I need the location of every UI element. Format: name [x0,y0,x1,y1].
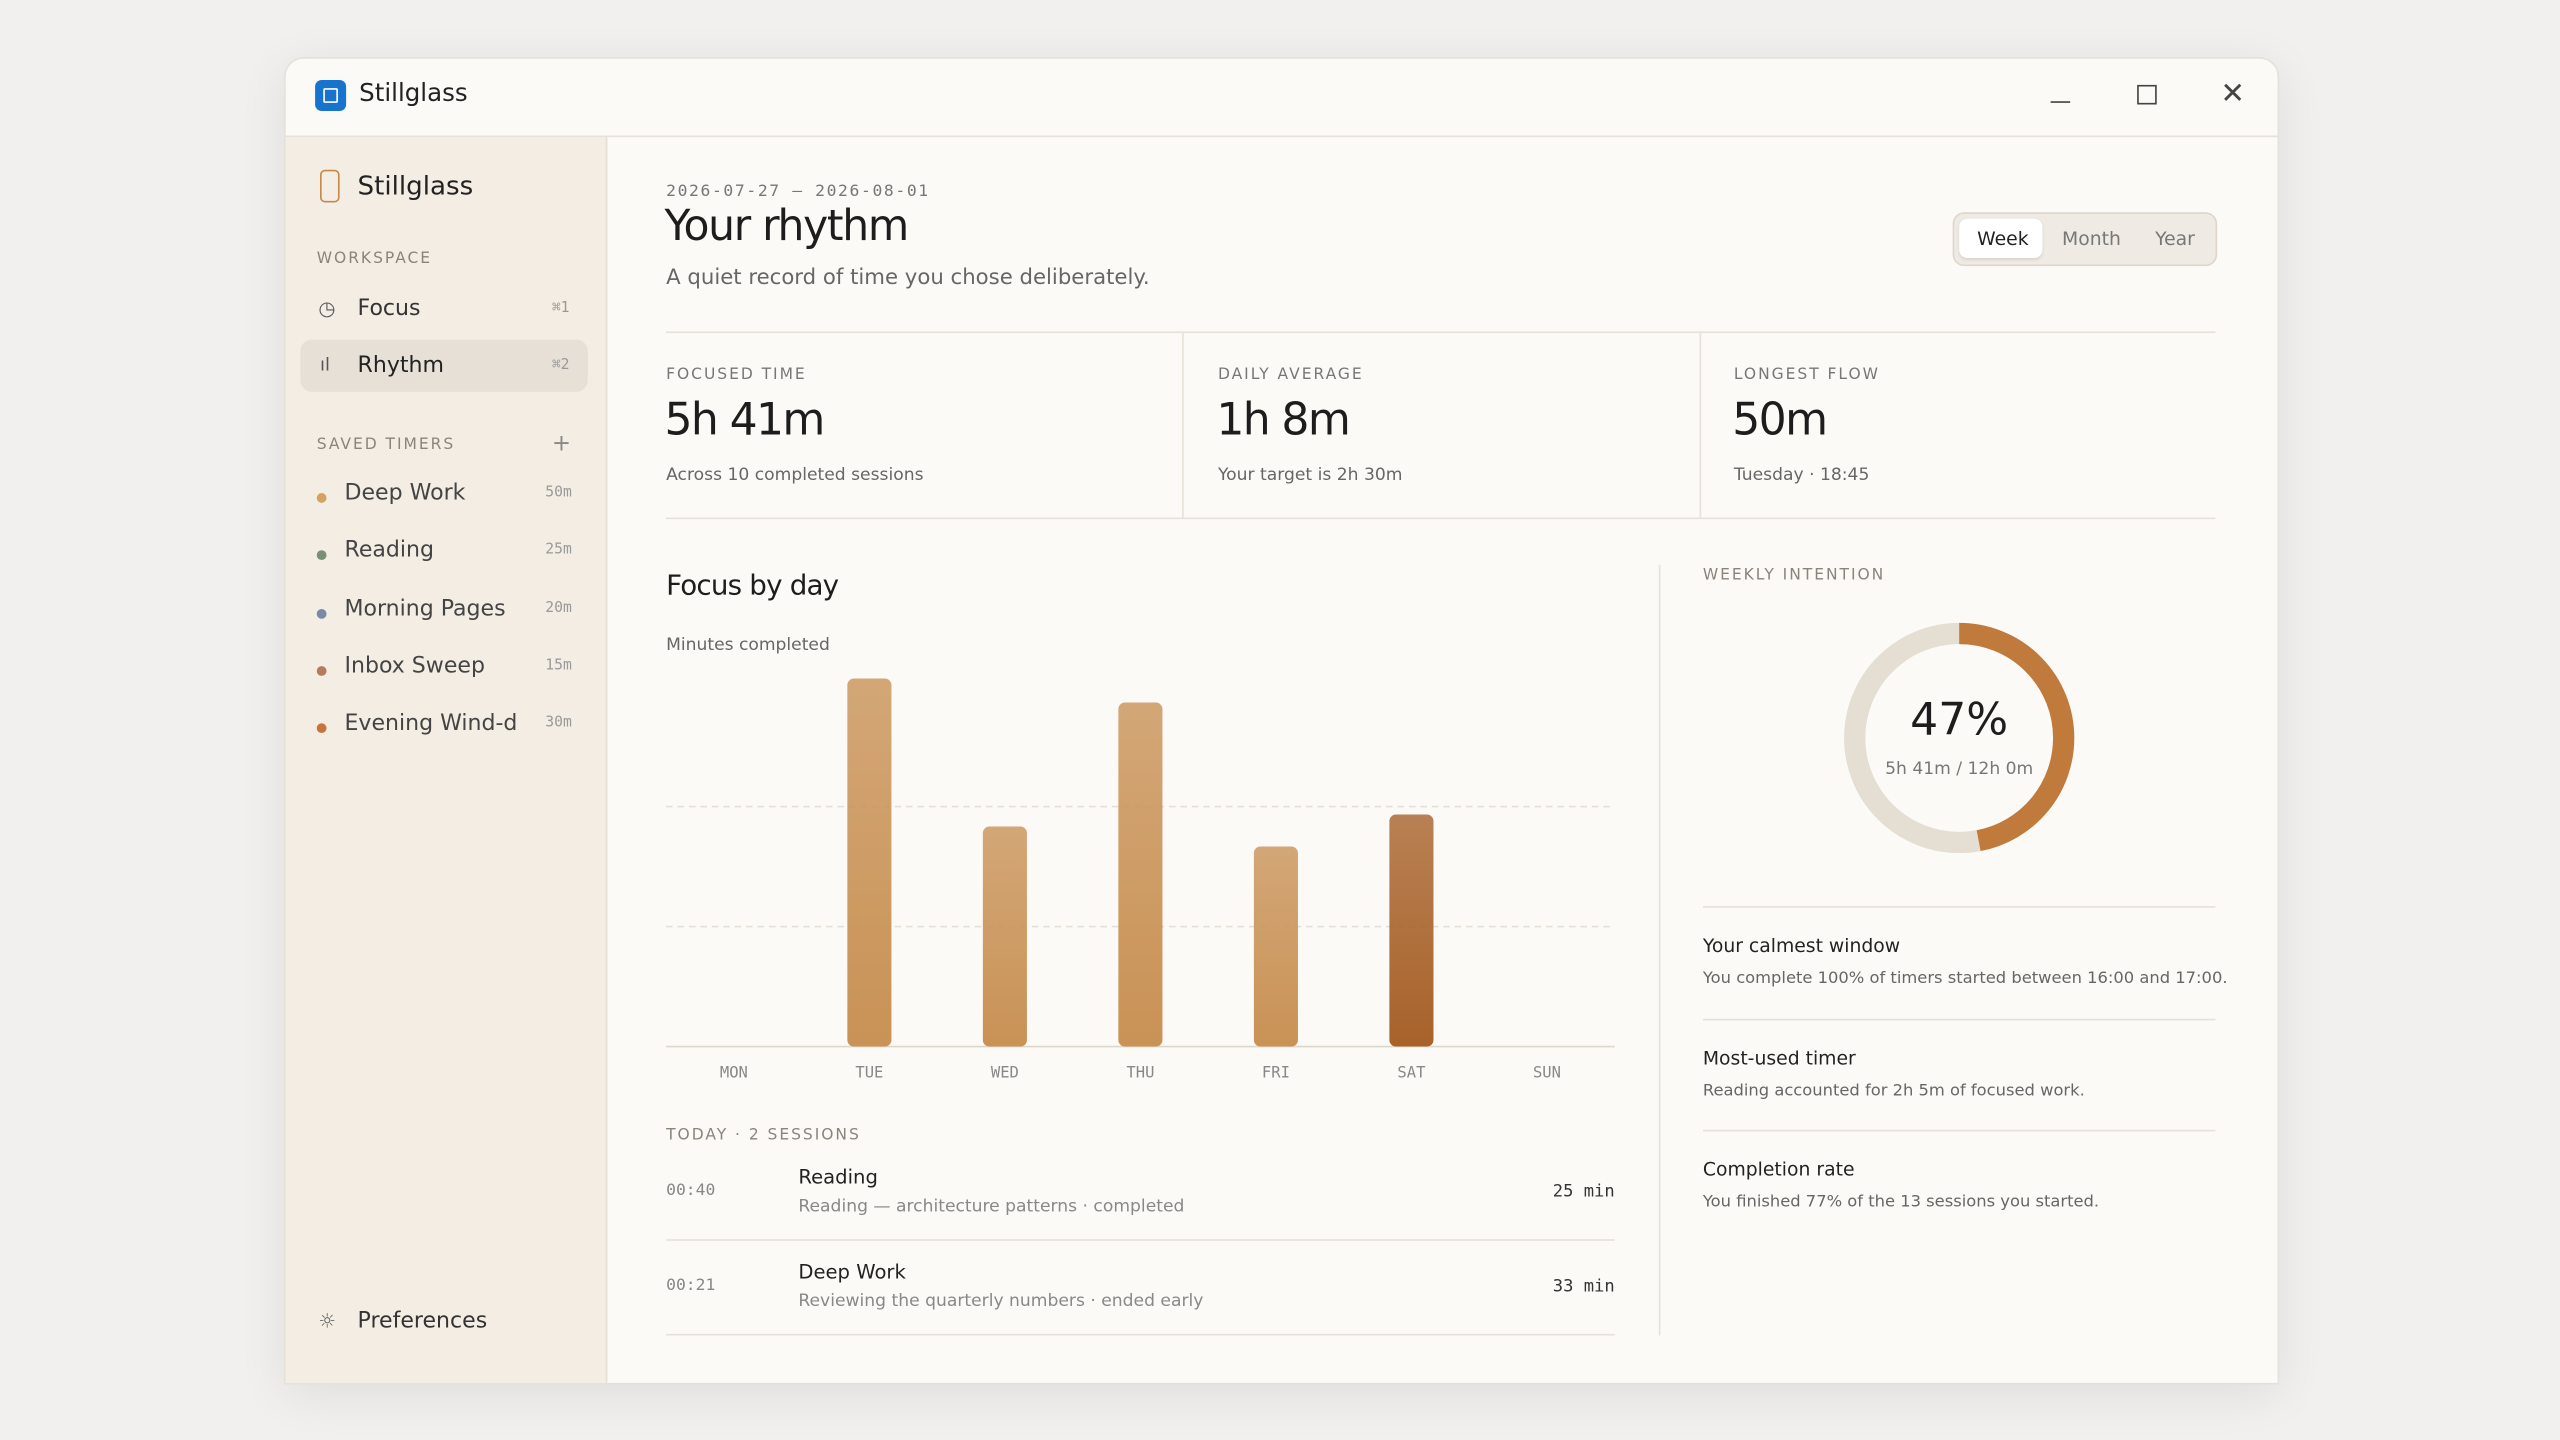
divider [1658,564,1661,1336]
session-name: Reading [798,1165,878,1189]
insight-text: You complete 100% of timers started betw… [1702,969,2228,988]
app-icon [315,80,347,112]
period-option[interactable]: Month [2062,226,2121,250]
insight-title: Most-used timer [1702,1045,1856,1069]
insight-title: Completion rate [1702,1157,1855,1181]
titlebar-border [284,135,2278,138]
preferences-icon: ☼ [318,1309,336,1333]
close-button[interactable]: ✕ [2220,76,2246,112]
timer-duration: 20m [545,600,572,617]
donut-value: 47% [1910,695,2009,747]
bar [1118,702,1163,1047]
timer-dot [316,493,327,503]
timer-name[interactable]: Evening Wind-d [344,710,518,735]
stat-value: 5h 41m [664,395,825,446]
x-tick-label: SAT [1397,1064,1425,1082]
period-option[interactable]: Week [1977,226,2029,250]
y-axis-label: Minutes completed [666,635,830,655]
divider [1699,333,1702,518]
section-label: SAVED TIMERS [316,435,456,454]
sidebar-logo [320,169,340,203]
stat-note: Tuesday · 18:45 [1733,465,1870,485]
donut-detail: 5h 41m / 12h 0m [1885,759,2034,779]
bar [847,678,892,1047]
stat-value: 50m [1732,395,1828,446]
timer-name[interactable]: Reading [344,537,434,564]
insight-text: Reading accounted for 2h 5m of focused w… [1702,1081,2085,1100]
stat-label: LONGEST FLOW [1733,365,1880,384]
timer-duration: 50m [545,484,572,502]
divider [1702,906,2216,908]
session-duration: 33 min [1552,1276,1615,1297]
chart-title: Focus by day [666,568,839,601]
maximize-button[interactable] [2137,84,2157,105]
preferences-link[interactable]: Preferences [357,1307,488,1334]
bar [1389,814,1434,1047]
nav-active-bg [300,339,588,392]
nav-icon: ıl [320,354,330,376]
nav-shortcut: ⌘1 [551,300,570,317]
page-title: Your rhythm [664,202,909,252]
section-label: WORKSPACE [316,249,433,268]
period-active-bg [1959,218,2043,258]
period-option[interactable]: Year [2155,226,2195,250]
timer-name[interactable]: Inbox Sweep [344,652,485,680]
x-tick-label: WED [991,1064,1019,1082]
stat-value: 1h 8m [1216,395,1350,446]
nav-item[interactable]: Focus [357,295,421,322]
nav-shortcut: ⌘2 [551,357,570,374]
nav-icon: ◷ [318,297,336,320]
stat-note: Across 10 completed sessions [666,465,924,485]
timer-dot [316,608,327,619]
x-tick-label: TUE [855,1064,883,1082]
add-timer-button[interactable]: + [551,431,571,458]
session-name: Deep Work [798,1260,906,1284]
sidebar-app-name: Stillglass [357,169,474,201]
session-time: 00:40 [666,1182,716,1200]
timer-dot [316,665,327,676]
stat-note: Your target is 2h 30m [1217,465,1403,485]
window [284,57,2280,1385]
date-range: 2026-07-27 — 2026-08-01 [666,182,930,201]
x-tick-label: SUN [1533,1064,1561,1082]
window-title: Stillglass [359,78,468,108]
session-duration: 25 min [1552,1182,1615,1202]
bar [1253,846,1298,1047]
insight-title: Your calmest window [1702,933,1901,957]
x-tick-label: THU [1126,1064,1154,1082]
divider [666,331,2216,334]
x-tick-label: MON [720,1064,748,1082]
timer-list: Deep Work 50m Reading 25m Morning Pages 20m In… [300,473,594,735]
bar [982,826,1027,1047]
minimize-button[interactable] [2050,101,2071,103]
timer-duration: 25m [545,542,572,559]
page-subtitle: A quiet record of time you chose deliber… [666,266,1150,291]
timer-dot [316,550,327,561]
divider [1702,1129,2216,1132]
insight-text: You finished 77% of the 13 sessions you … [1702,1193,2100,1212]
divider [666,517,2216,520]
intention-label: WEEKLY INTENTION [1702,566,1886,585]
stat-label: DAILY AVERAGE [1217,365,1364,384]
donut-progress [1844,622,2075,854]
divider [666,1239,1615,1241]
nav-item[interactable]: Rhythm [357,352,444,379]
timer-duration: 30m [545,715,572,732]
divider [1702,1017,2216,1020]
session-time: 00:21 [666,1276,716,1295]
timer-name[interactable]: Deep Work [344,479,466,507]
session-detail: Reviewing the quarterly numbers · ended … [798,1291,1204,1312]
divider [1182,333,1184,518]
divider [666,1333,1615,1336]
stat-label: FOCUSED TIME [666,365,807,384]
timer-duration: 15m [545,657,572,675]
timer-dot [316,723,327,734]
x-tick-label: FRI [1262,1064,1290,1082]
sessions-label: TODAY · 2 SESSIONS [666,1126,861,1145]
session-detail: Reading — architecture patterns · comple… [798,1196,1185,1217]
timer-name[interactable]: Morning Pages [344,595,506,622]
